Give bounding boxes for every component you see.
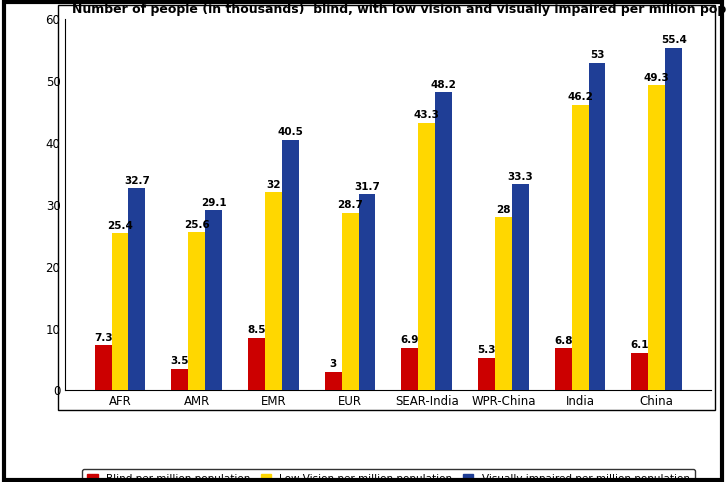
Text: 6.9: 6.9 [401, 335, 419, 345]
Bar [478, 358, 495, 390]
Text: 28: 28 [496, 205, 510, 215]
Bar [648, 85, 665, 390]
Bar [129, 188, 145, 390]
Bar [512, 185, 529, 390]
Text: 3.5: 3.5 [171, 356, 189, 366]
Text: 5.3: 5.3 [477, 345, 496, 355]
Text: 29.1: 29.1 [201, 198, 227, 208]
Text: 6.8: 6.8 [554, 336, 573, 346]
Bar [495, 217, 512, 390]
Text: 55.4: 55.4 [661, 35, 687, 45]
Bar [248, 338, 265, 390]
Bar [94, 345, 112, 390]
Text: 53: 53 [590, 50, 604, 60]
Text: 31.7: 31.7 [354, 182, 380, 192]
Text: 48.2: 48.2 [431, 80, 457, 90]
Bar [265, 192, 282, 390]
Text: 25.6: 25.6 [184, 220, 210, 229]
Text: 6.1: 6.1 [631, 340, 649, 350]
Bar [418, 122, 435, 390]
Bar [571, 105, 589, 390]
Bar [112, 233, 129, 390]
Bar [665, 48, 682, 390]
Legend: Blind per million population, Low Vision per million population, Visually impair: Blind per million population, Low Vision… [82, 469, 695, 482]
Bar [342, 213, 359, 390]
Bar [171, 369, 188, 390]
Bar [325, 372, 342, 390]
Text: 33.3: 33.3 [507, 172, 533, 182]
Text: 28.7: 28.7 [337, 201, 363, 211]
Bar [282, 140, 298, 390]
Bar [435, 92, 452, 390]
Bar [188, 232, 205, 390]
Text: Number of people (in thousands)  blind, with low vision and visually impaired pe: Number of people (in thousands) blind, w… [72, 2, 726, 15]
Text: 43.3: 43.3 [414, 110, 440, 120]
Bar [632, 353, 648, 390]
Bar [205, 211, 222, 390]
Text: 25.4: 25.4 [107, 221, 133, 231]
Text: 32: 32 [266, 180, 281, 190]
Bar [401, 348, 418, 390]
Text: 3: 3 [330, 360, 337, 369]
Text: 49.3: 49.3 [644, 73, 669, 83]
Bar [589, 63, 605, 390]
Text: 32.7: 32.7 [124, 175, 150, 186]
Text: 46.2: 46.2 [567, 92, 593, 102]
Text: 7.3: 7.3 [94, 333, 113, 343]
Bar [555, 348, 571, 390]
Text: 8.5: 8.5 [248, 325, 266, 335]
Text: 40.5: 40.5 [277, 127, 303, 137]
Bar [359, 194, 375, 390]
